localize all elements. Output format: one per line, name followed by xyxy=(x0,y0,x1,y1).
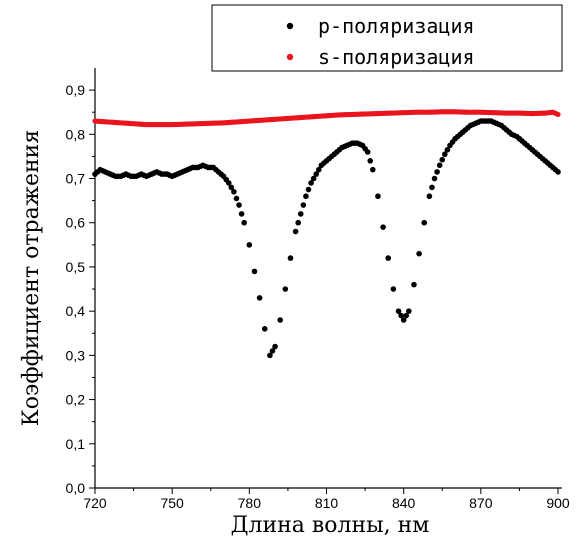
p-point xyxy=(297,211,304,217)
y-ticks: 0,0 0,1 0,2 0,3 0,4 0,5 0,6 0,7 0,8 0,9 xyxy=(66,82,95,496)
p-point xyxy=(403,312,410,319)
p-point xyxy=(310,175,317,182)
p-point xyxy=(228,184,235,191)
p-point xyxy=(292,228,299,235)
p-point xyxy=(416,250,422,257)
x-tick-label: 870 xyxy=(469,495,493,511)
p-point xyxy=(406,308,412,314)
p-point xyxy=(241,219,247,226)
s-point xyxy=(555,111,561,118)
p-point xyxy=(251,268,258,275)
y-tick-label: 0,5 xyxy=(66,259,86,275)
p-point xyxy=(261,326,268,332)
y-tick-label: 0,0 xyxy=(66,480,86,496)
p-point xyxy=(395,308,402,314)
p-point xyxy=(315,166,322,173)
p-point xyxy=(287,255,294,261)
p-point xyxy=(431,175,438,182)
y-tick-label: 0,8 xyxy=(66,126,86,142)
legend: p-поляризация s-поляризация xyxy=(211,4,563,72)
x-ticks: 720 750 780 810 840 870 900 xyxy=(83,488,570,511)
y-tick-label: 0,9 xyxy=(66,82,86,98)
x-tick-label: 900 xyxy=(546,495,570,511)
p-point xyxy=(303,193,309,200)
y-tick-label: 0,6 xyxy=(66,215,86,231)
legend-label-p: p-поляризация xyxy=(318,14,475,38)
y-tick-label: 0,2 xyxy=(66,392,86,408)
y-axis-title: Коэффициент отражения xyxy=(19,130,44,426)
legend-label-s: s-поляризация xyxy=(318,45,475,69)
p-point xyxy=(305,186,312,193)
p-point xyxy=(308,180,314,186)
y-tick-label: 0,3 xyxy=(66,347,86,363)
p-point xyxy=(426,193,433,200)
p-point xyxy=(231,188,237,195)
x-tick-label: 750 xyxy=(160,495,184,511)
p-point xyxy=(439,156,446,163)
p-point xyxy=(295,219,302,226)
p-point xyxy=(233,195,240,202)
p-point xyxy=(269,348,276,354)
x-tick-label: 810 xyxy=(315,495,339,511)
legend-marker-s xyxy=(286,53,294,61)
p-point xyxy=(300,202,307,208)
p-point xyxy=(313,171,320,177)
p-point xyxy=(225,180,232,186)
p-point xyxy=(282,286,289,292)
p-point xyxy=(444,146,451,153)
x-axis-title: Длина волны, нм xyxy=(231,513,430,538)
p-point xyxy=(442,151,448,158)
p-point xyxy=(434,169,440,175)
p-point xyxy=(375,193,381,200)
p-point xyxy=(385,255,392,261)
x-tick-label: 840 xyxy=(392,495,416,511)
p-point xyxy=(267,352,273,359)
series-p-points xyxy=(92,118,561,359)
p-point xyxy=(398,312,404,319)
x-tick-label: 720 xyxy=(83,495,107,511)
legend-marker-p xyxy=(286,22,294,30)
p-point xyxy=(238,211,245,217)
x-tick-label: 780 xyxy=(238,495,262,511)
p-point xyxy=(364,149,371,155)
series-s-points xyxy=(92,109,561,128)
p-point xyxy=(555,169,561,175)
p-point xyxy=(400,317,407,323)
y-tick-label: 0,1 xyxy=(66,436,86,452)
p-point xyxy=(277,317,284,323)
y-tick-label: 0,7 xyxy=(66,171,86,187)
p-point xyxy=(246,242,253,248)
p-point xyxy=(411,281,417,288)
legend-box xyxy=(211,4,563,72)
p-point xyxy=(380,224,386,230)
p-point xyxy=(436,162,443,169)
p-point xyxy=(370,166,376,173)
p-point xyxy=(256,295,263,301)
p-point xyxy=(421,219,428,226)
p-point xyxy=(429,184,435,191)
p-point xyxy=(367,158,374,164)
p-point xyxy=(390,286,397,292)
y-tick-label: 0,4 xyxy=(66,303,86,319)
p-point xyxy=(272,343,278,350)
p-point xyxy=(236,202,242,208)
